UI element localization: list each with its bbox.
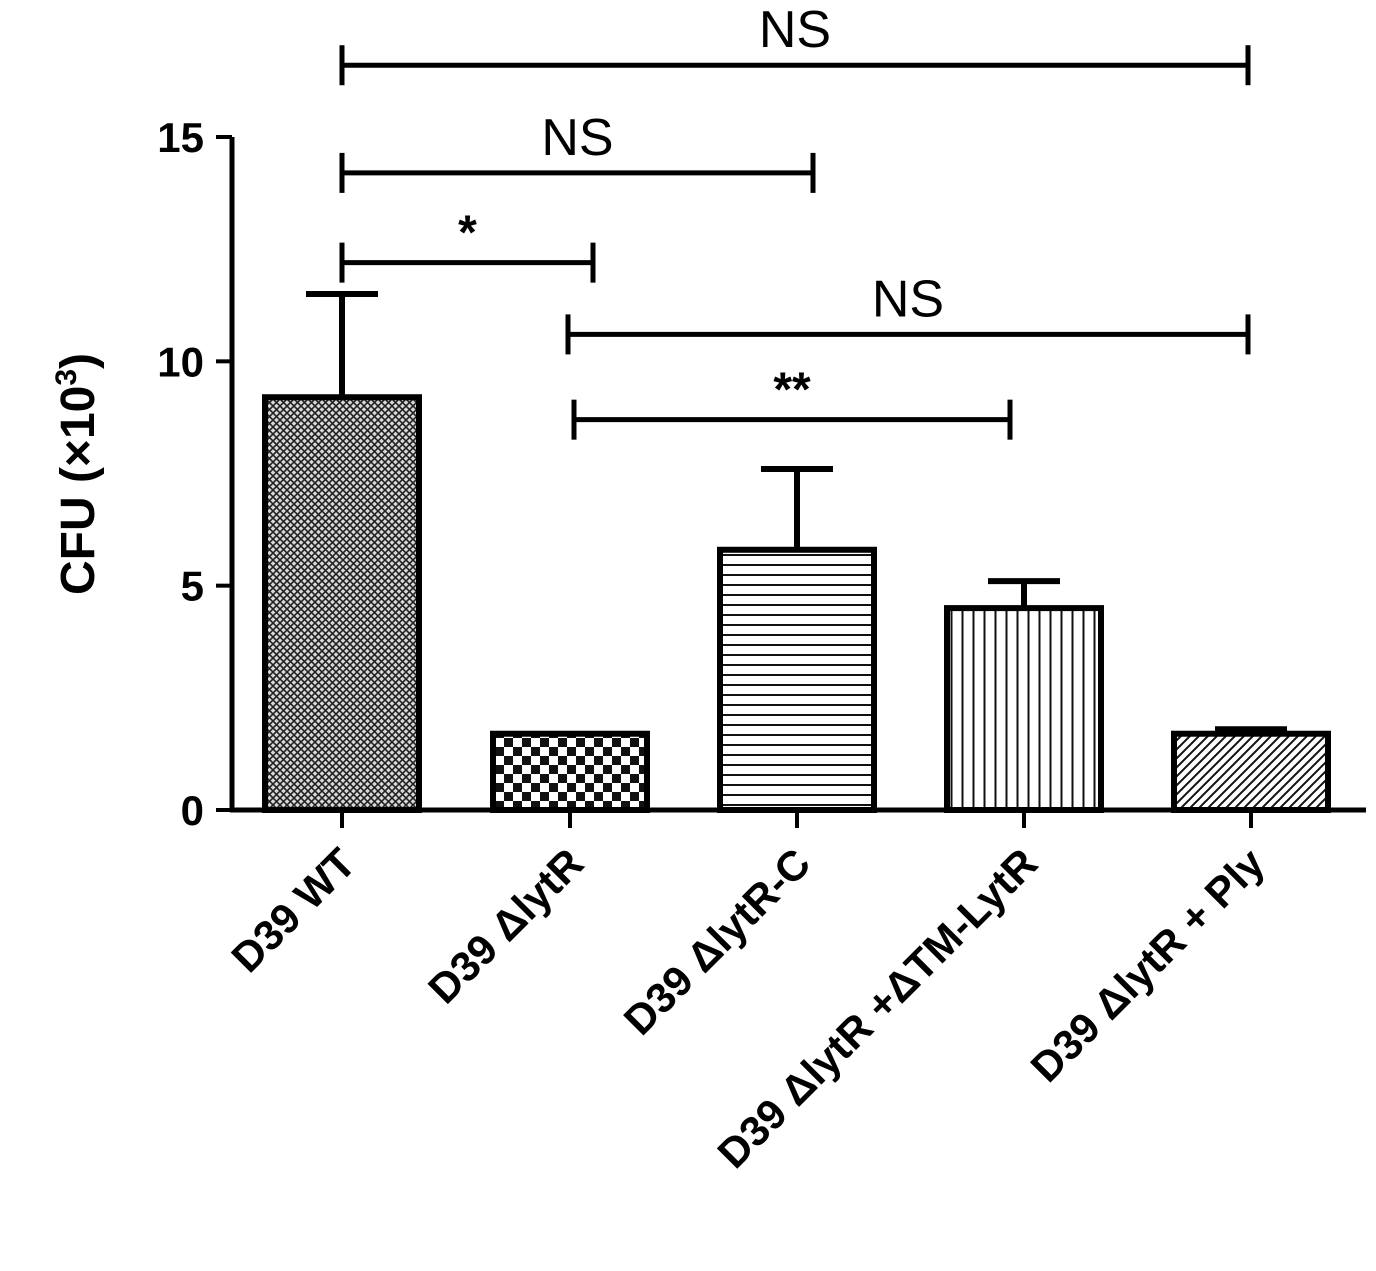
significance-label: NS <box>541 109 613 167</box>
significance-label: * <box>458 207 477 260</box>
y-axis-label-close: ) <box>52 353 105 369</box>
bar <box>490 730 650 814</box>
significance-label: NS <box>872 270 944 328</box>
x-ticks <box>340 810 1253 828</box>
y-axis-label-main: CFU (×10 <box>52 386 105 595</box>
y-tick-label: 15 <box>157 114 204 161</box>
category-label: D39 ΔlytR <box>419 839 592 1012</box>
bar <box>1171 730 1331 814</box>
significance-label: NS <box>759 1 831 59</box>
y-tick-label: 0 <box>181 787 204 834</box>
bar <box>717 546 877 813</box>
category-label: D39 ΔlytR-C <box>615 839 820 1044</box>
error-bars <box>306 291 1287 734</box>
y-axis-label: CFU (×103) <box>50 353 105 595</box>
y-ticks: 0 5 10 15 <box>157 114 232 834</box>
category-label: D39 WT <box>222 839 364 981</box>
significance-brackets: NS NS * NS ** <box>339 1 1251 440</box>
y-tick-label: 5 <box>181 563 204 610</box>
bar <box>944 605 1104 813</box>
y-tick-label: 10 <box>157 338 204 385</box>
bar <box>262 394 422 813</box>
y-axis-label-superscript: 3 <box>50 369 83 386</box>
category-label: D39 ΔlytR + Ply <box>1022 839 1274 1091</box>
bars <box>262 394 1331 814</box>
significance-label: ** <box>773 364 811 417</box>
